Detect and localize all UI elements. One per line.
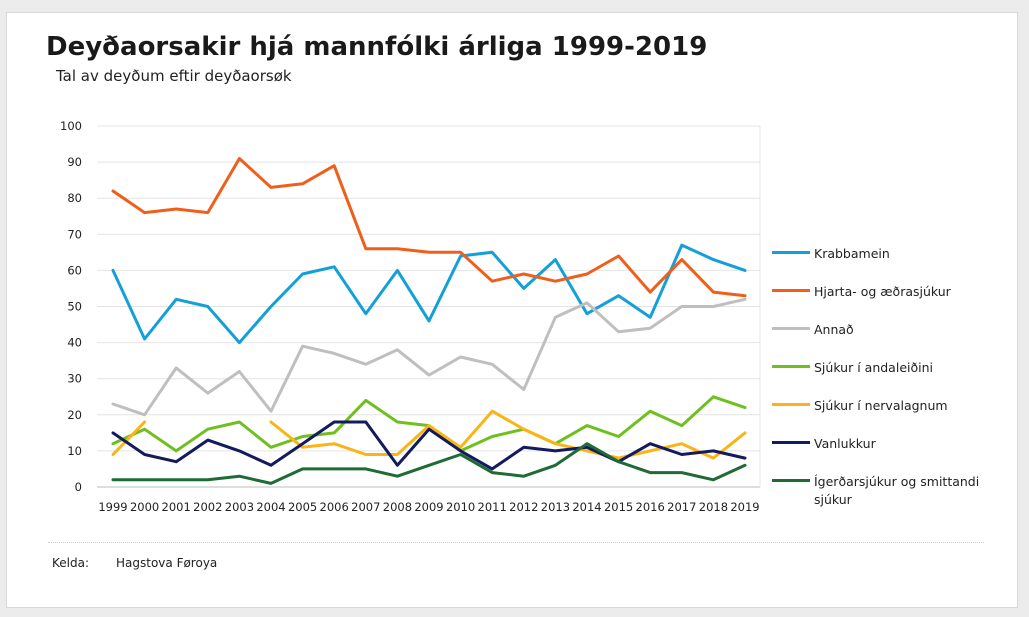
x-tick-label: 2006: [320, 500, 349, 514]
x-tick-label: 2014: [572, 500, 601, 514]
legend-label: Ígerðarsjúkur og smittandi sjúkur: [814, 474, 980, 507]
legend-label: Vanlukkur: [814, 436, 876, 451]
legend-label: Sjúkur í andaleiðini: [814, 360, 933, 375]
y-tick-label: 40: [67, 336, 82, 350]
x-tick-label: 2001: [162, 500, 191, 514]
x-tick-label: 2007: [351, 500, 380, 514]
y-tick-label: 90: [67, 155, 82, 169]
x-tick-label: 2005: [288, 500, 317, 514]
y-tick-label: 70: [67, 227, 82, 241]
x-tick-label: 2000: [130, 500, 159, 514]
legend-swatch: [772, 403, 810, 406]
y-tick-label: 60: [67, 263, 82, 277]
x-tick-label: 2018: [699, 500, 728, 514]
legend-label: Sjúkur í nervalagnum: [814, 398, 948, 413]
legend-swatch: [772, 327, 810, 330]
x-tick-label: 2003: [225, 500, 254, 514]
legend-swatch: [772, 289, 810, 292]
x-tick-label: 2017: [667, 500, 696, 514]
x-tick-label: 2012: [509, 500, 538, 514]
chart-subtitle: Tal av deyðum eftir deyðaorsøk: [56, 67, 292, 85]
series-line-3: [111, 297, 747, 417]
x-tick-label: 2015: [604, 500, 633, 514]
chart-card: [6, 12, 1018, 608]
x-tick-label: 2019: [730, 500, 759, 514]
divider: [48, 542, 984, 543]
chart-title: Deyðaorsakir hjá mannfólki árliga 1999-2…: [46, 32, 708, 62]
y-tick-label: 30: [67, 372, 82, 386]
x-tick-label: 2016: [636, 500, 665, 514]
source-label: Kelda:: [52, 556, 90, 570]
series-lines: [111, 157, 747, 485]
legend-label: Krabbamein: [814, 246, 890, 261]
y-axis-ticks: 0 10 20 30 40 50 60 70 80 90 100: [60, 119, 82, 494]
y-tick-label: 100: [60, 119, 82, 133]
legend-label: Hjarta- og æðrasjúkur: [814, 284, 951, 299]
series-line-2: [111, 157, 747, 298]
x-tick-label: 2004: [256, 500, 285, 514]
x-tick-label: 2008: [383, 500, 412, 514]
legend: Krabbamein Hjarta- og æðrasjúkur Annað Sjúk…: [772, 0, 1012, 520]
legend-swatch: [772, 441, 810, 444]
y-tick-label: 0: [75, 480, 82, 494]
series-line-1: [111, 243, 747, 345]
series-line-6: [111, 420, 747, 471]
x-axis-ticks: 1999 2000 2001 2002 2003 2004 2005 2006 2007 2008…: [98, 500, 759, 514]
y-tick-label: 10: [67, 444, 82, 458]
legend-swatch: [772, 479, 810, 482]
x-tick-label: 2002: [193, 500, 222, 514]
x-tick-label: 2013: [541, 500, 570, 514]
x-tick-label: 2010: [446, 500, 475, 514]
x-tick-label: 2011: [478, 500, 507, 514]
x-tick-label: 1999: [98, 500, 127, 514]
y-tick-label: 20: [67, 408, 82, 422]
series-line-7: [111, 442, 747, 485]
source-value: Hagstova Føroya: [116, 556, 218, 570]
series-line-5: [111, 409, 747, 460]
legend-swatch: [772, 251, 810, 254]
legend-swatch: [772, 365, 810, 368]
y-tick-label: 50: [67, 300, 82, 314]
legend-label: Annað: [814, 322, 854, 337]
y-tick-label: 80: [67, 191, 82, 205]
gridlines: [97, 125, 761, 488]
x-tick-label: 2009: [414, 500, 443, 514]
